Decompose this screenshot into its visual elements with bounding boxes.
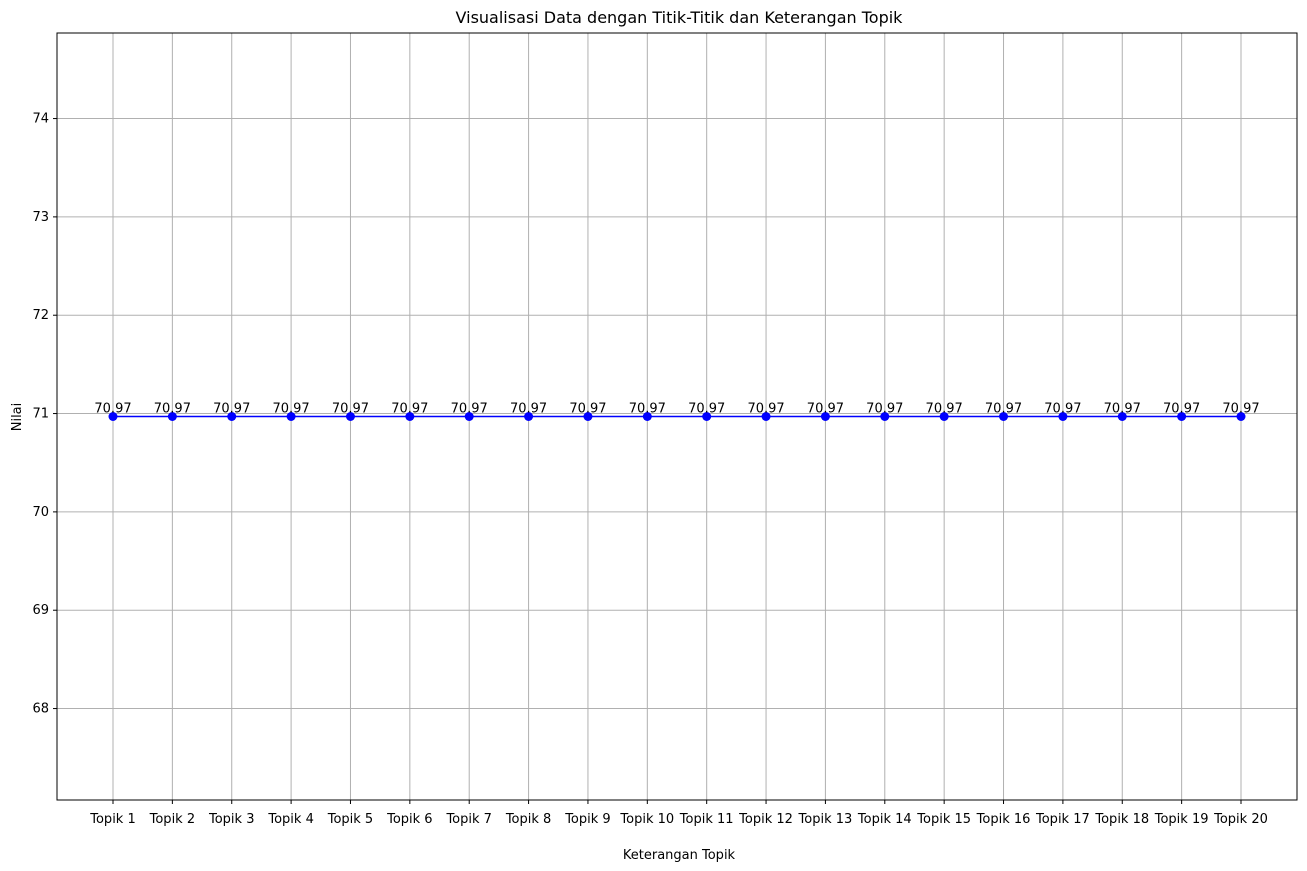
data-label: 70.97 bbox=[569, 402, 606, 417]
data-label: 70.97 bbox=[807, 402, 844, 417]
x-tick-label: Topik 3 bbox=[208, 812, 254, 827]
data-point bbox=[1117, 412, 1127, 421]
x-axis-label: Keterangan Topik bbox=[623, 848, 736, 863]
data-point bbox=[880, 412, 890, 421]
plot-area-frame bbox=[56, 32, 1298, 801]
data-point bbox=[1236, 412, 1246, 421]
x-tick-label: Topik 2 bbox=[149, 812, 195, 827]
x-tick-label: Topik 16 bbox=[976, 812, 1031, 827]
x-tick-label: Topik 18 bbox=[1094, 812, 1149, 827]
data-label: 70.97 bbox=[1222, 402, 1259, 417]
x-tick-label: Topik 11 bbox=[679, 812, 734, 827]
data-series bbox=[108, 412, 1246, 421]
data-label: 70.97 bbox=[688, 402, 725, 417]
x-axis-ticks: Topik 1 Topik 2 Topik 3 Topik 4 Topik 5 Topik… bbox=[89, 800, 1268, 827]
y-tick-label: 74 bbox=[32, 112, 49, 127]
data-point bbox=[1177, 412, 1187, 421]
data-point bbox=[524, 412, 534, 421]
x-tick-label: Topik 19 bbox=[1154, 812, 1209, 827]
x-tick-label: Topik 1 bbox=[89, 812, 135, 827]
data-point bbox=[761, 412, 771, 421]
y-axis-ticks: 68 69 70 71 72 73 74 bbox=[32, 112, 57, 717]
data-label: 70.97 bbox=[747, 402, 784, 417]
data-label: 70.97 bbox=[985, 402, 1022, 417]
x-tick-label: Topik 15 bbox=[916, 812, 971, 827]
data-labels: 70.97 70.97 70.97 70.97 70.97 70.97 70.97 70.97… bbox=[94, 402, 1259, 417]
data-label: 70.97 bbox=[451, 402, 488, 417]
chart-title: Visualisasi Data dengan Titik-Titik dan … bbox=[456, 8, 904, 27]
x-tick-label: Topik 10 bbox=[619, 812, 674, 827]
y-axis-label: Nilai bbox=[10, 403, 25, 432]
data-point bbox=[820, 412, 830, 421]
data-label: 70.97 bbox=[94, 402, 131, 417]
x-tick-label: Topik 13 bbox=[798, 812, 853, 827]
x-tick-label: Topik 6 bbox=[386, 812, 432, 827]
data-point bbox=[642, 412, 652, 421]
x-tick-label: Topik 14 bbox=[857, 812, 912, 827]
x-tick-label: Topik 20 bbox=[1213, 812, 1268, 827]
data-label: 70.97 bbox=[213, 402, 250, 417]
data-point bbox=[227, 412, 237, 421]
x-tick-label: Topik 9 bbox=[564, 812, 610, 827]
x-tick-label: Topik 4 bbox=[267, 812, 313, 827]
data-label: 70.97 bbox=[926, 402, 963, 417]
data-point bbox=[1058, 412, 1068, 421]
y-tick-label: 73 bbox=[32, 210, 49, 225]
y-tick-label: 70 bbox=[32, 505, 49, 520]
data-label: 70.97 bbox=[272, 402, 309, 417]
data-point bbox=[464, 412, 474, 421]
y-tick-label: 69 bbox=[32, 603, 49, 618]
data-point bbox=[583, 412, 593, 421]
data-label: 70.97 bbox=[1163, 402, 1200, 417]
data-point bbox=[286, 412, 296, 421]
data-label: 70.97 bbox=[866, 402, 903, 417]
y-tick-label: 71 bbox=[32, 407, 49, 422]
data-point bbox=[167, 412, 177, 421]
x-tick-label: Topik 12 bbox=[738, 812, 793, 827]
data-label: 70.97 bbox=[510, 402, 547, 417]
data-point bbox=[702, 412, 712, 421]
x-tick-label: Topik 17 bbox=[1035, 812, 1090, 827]
data-label: 70.97 bbox=[332, 402, 369, 417]
x-tick-label: Topik 7 bbox=[445, 812, 491, 827]
data-label: 70.97 bbox=[154, 402, 191, 417]
data-label: 70.97 bbox=[1044, 402, 1081, 417]
data-label: 70.97 bbox=[1104, 402, 1141, 417]
data-point bbox=[345, 412, 355, 421]
x-tick-label: Topik 5 bbox=[327, 812, 373, 827]
data-point bbox=[108, 412, 118, 421]
data-point bbox=[999, 412, 1009, 421]
x-tick-label: Topik 8 bbox=[505, 812, 551, 827]
data-point bbox=[939, 412, 949, 421]
y-tick-label: 72 bbox=[32, 308, 49, 323]
data-label: 70.97 bbox=[629, 402, 666, 417]
data-point bbox=[405, 412, 415, 421]
y-tick-label: 68 bbox=[32, 702, 49, 717]
data-label: 70.97 bbox=[391, 402, 428, 417]
